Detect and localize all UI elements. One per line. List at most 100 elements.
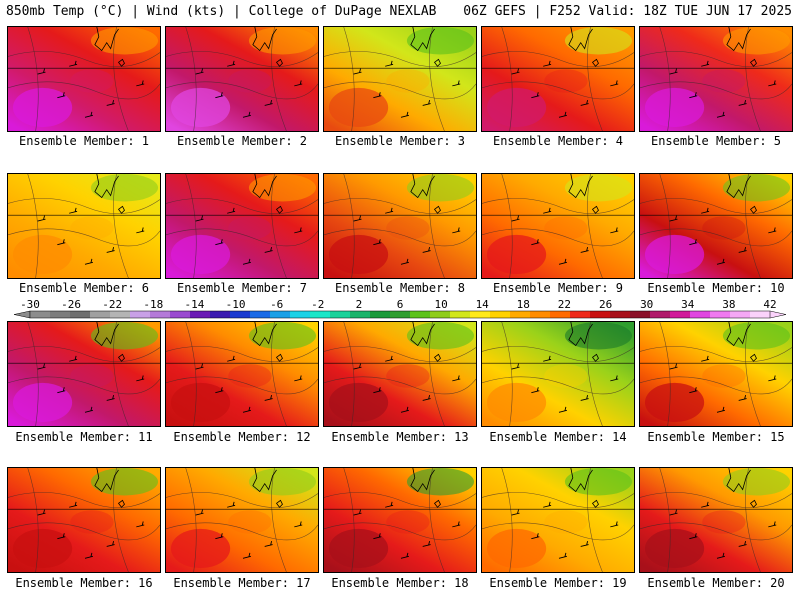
member-label: Ensemble Member: 7 <box>176 281 308 295</box>
colorbar-swatch <box>630 311 651 318</box>
member-label: Ensemble Member: 15 <box>647 430 785 444</box>
member-map-16 <box>7 467 161 573</box>
colorbar-swatch <box>710 311 731 318</box>
member-map-13 <box>323 321 477 427</box>
colorbar-swatch <box>470 311 491 318</box>
colorbar-tick-label: 14 <box>476 298 490 311</box>
colorbar-swatch <box>390 311 411 318</box>
member-label: Ensemble Member: 5 <box>650 134 782 148</box>
colorbar-swatch <box>210 311 231 318</box>
colorbar-tick-label: 26 <box>599 298 612 311</box>
colorbar-swatch <box>730 311 751 318</box>
colorbar-swatch <box>570 311 591 318</box>
colorbar-tick-label: 30 <box>640 298 653 311</box>
colorbar-swatch <box>670 311 691 318</box>
colorbar-tick-label: -10 <box>226 298 246 311</box>
colorbar-tick-label: -2 <box>311 298 324 311</box>
colorbar-swatch <box>430 311 451 318</box>
member-label: Ensemble Member: 18 <box>331 576 469 590</box>
colorbar-swatch <box>290 311 311 318</box>
colorbar-tick-label: -18 <box>143 298 163 311</box>
member-label: Ensemble Member: 9 <box>492 281 624 295</box>
colorbar-swatch <box>250 311 271 318</box>
member-label: Ensemble Member: 11 <box>15 430 153 444</box>
colorbar-swatch <box>610 311 631 318</box>
member-map-3 <box>323 26 477 132</box>
colorbar-swatch <box>90 311 111 318</box>
colorbar-swatch <box>170 311 191 318</box>
colorbar-tick-label: 34 <box>681 298 695 311</box>
colorbar-swatch <box>750 311 771 318</box>
colorbar-tick-label: 42 <box>763 298 776 311</box>
colorbar-swatch <box>350 311 371 318</box>
member-label: Ensemble Member: 10 <box>647 281 785 295</box>
colorbar-tick-label: 6 <box>397 298 404 311</box>
member-label: Ensemble Member: 12 <box>173 430 311 444</box>
member-label: Ensemble Member: 16 <box>15 576 153 590</box>
member-map-4 <box>481 26 635 132</box>
member-label: Ensemble Member: 20 <box>647 576 785 590</box>
colorbar-swatch <box>330 311 351 318</box>
colorbar-swatch <box>490 311 511 318</box>
colorbar-swatch <box>110 311 131 318</box>
temperature-colorbar: -30 -26 -22 -18 -14 -10 -6 -2 2 6 10 14 18 22 26 30 34 38… <box>13 298 787 319</box>
colorbar-swatch <box>30 311 51 318</box>
member-map-14 <box>481 321 635 427</box>
colorbar-tick-label: -22 <box>102 298 122 311</box>
member-map-12 <box>165 321 319 427</box>
member-label: Ensemble Member: 13 <box>331 430 469 444</box>
member-map-20 <box>639 467 793 573</box>
colorbar-swatch <box>190 311 211 318</box>
member-map-17 <box>165 467 319 573</box>
member-map-8 <box>323 173 477 279</box>
colorbar-tick-label: 10 <box>434 298 447 311</box>
member-map-2 <box>165 26 319 132</box>
run-info: 06Z GEFS | F252 Valid: 18Z TUE JUN 17 20… <box>463 4 792 19</box>
colorbar-tick-label: 38 <box>722 298 735 311</box>
member-label: Ensemble Member: 1 <box>18 134 150 148</box>
member-map-7 <box>165 173 319 279</box>
colorbar-swatch <box>270 311 291 318</box>
colorbar-tick-label: 2 <box>356 298 363 311</box>
colorbar-swatch <box>50 311 71 318</box>
colorbar-swatch <box>690 311 711 318</box>
colorbar-tick-label: -14 <box>184 298 204 311</box>
colorbar-swatch <box>530 311 551 318</box>
colorbar-tick-label: 18 <box>517 298 530 311</box>
member-map-9 <box>481 173 635 279</box>
member-label: Ensemble Member: 8 <box>334 281 466 295</box>
colorbar-swatch <box>150 311 171 318</box>
member-map-15 <box>639 321 793 427</box>
member-label: Ensemble Member: 6 <box>18 281 150 295</box>
member-map-6 <box>7 173 161 279</box>
member-map-10 <box>639 173 793 279</box>
colorbar-swatch <box>130 311 151 318</box>
colorbar-min-arrow <box>13 310 31 319</box>
member-map-11 <box>7 321 161 427</box>
colorbar-swatch <box>370 311 391 318</box>
member-label: Ensemble Member: 19 <box>489 576 627 590</box>
colorbar-tick-label: 22 <box>558 298 571 311</box>
member-map-18 <box>323 467 477 573</box>
colorbar-swatch <box>650 311 671 318</box>
colorbar-tick-label: -30 <box>20 298 40 311</box>
colorbar-swatch <box>590 311 611 318</box>
colorbar-swatch <box>510 311 531 318</box>
member-label: Ensemble Member: 14 <box>489 430 627 444</box>
member-map-1 <box>7 26 161 132</box>
colorbar-swatch <box>450 311 471 318</box>
member-label: Ensemble Member: 17 <box>173 576 311 590</box>
colorbar-tick-label: -6 <box>270 298 283 311</box>
colorbar-swatch <box>550 311 571 318</box>
chart-title: 850mb Temp (°C) | Wind (kts) | College o… <box>6 4 437 19</box>
colorbar-swatch <box>410 311 431 318</box>
member-map-5 <box>639 26 793 132</box>
colorbar-max-arrow <box>769 310 787 319</box>
member-label: Ensemble Member: 3 <box>334 134 466 148</box>
colorbar-swatch <box>70 311 91 318</box>
colorbar-swatch <box>310 311 331 318</box>
colorbar-tick-label: -26 <box>61 298 81 311</box>
colorbar-swatch <box>230 311 251 318</box>
member-label: Ensemble Member: 2 <box>176 134 308 148</box>
member-map-19 <box>481 467 635 573</box>
